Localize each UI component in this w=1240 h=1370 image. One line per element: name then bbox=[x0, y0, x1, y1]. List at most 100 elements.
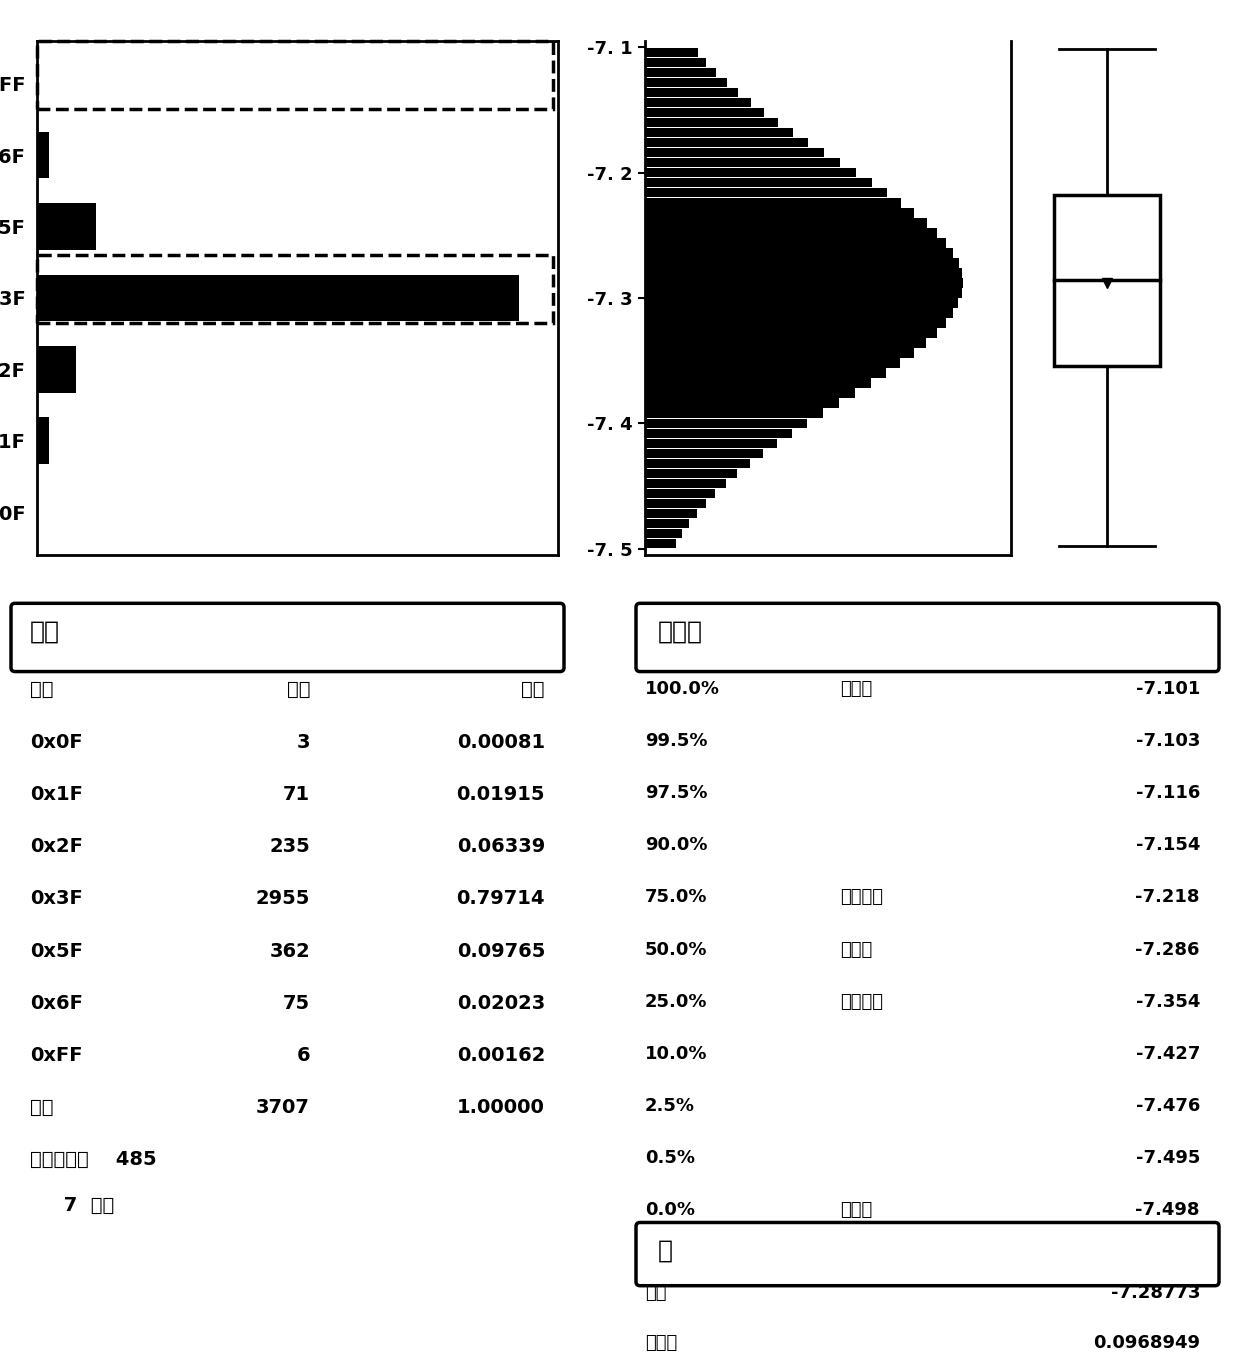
Bar bbox=[645, 499, 706, 508]
Text: -7.101: -7.101 bbox=[1136, 680, 1200, 697]
Bar bbox=[645, 308, 954, 318]
Bar bbox=[645, 288, 962, 297]
Text: 71: 71 bbox=[283, 785, 310, 804]
Text: 0.01915: 0.01915 bbox=[456, 785, 546, 804]
Text: 水平: 水平 bbox=[30, 680, 53, 699]
Bar bbox=[645, 78, 727, 88]
Bar bbox=[645, 429, 792, 438]
Text: 97.5%: 97.5% bbox=[645, 784, 708, 801]
Bar bbox=[645, 127, 794, 137]
Text: -7.154: -7.154 bbox=[1136, 836, 1200, 854]
Text: 100.0%: 100.0% bbox=[645, 680, 720, 697]
Bar bbox=[645, 208, 914, 218]
Text: 0x3F: 0x3F bbox=[30, 889, 83, 908]
Bar bbox=[645, 299, 959, 308]
Bar bbox=[645, 529, 682, 538]
Bar bbox=[37, 255, 553, 323]
Text: 最大值: 最大值 bbox=[839, 680, 872, 697]
Bar bbox=[645, 338, 926, 348]
Bar bbox=[645, 199, 901, 207]
Bar bbox=[645, 218, 926, 227]
Text: 0x1F: 0x1F bbox=[30, 785, 83, 804]
Text: 频数: 频数 bbox=[30, 619, 60, 644]
Bar bbox=[645, 369, 885, 378]
Bar bbox=[645, 97, 750, 107]
Text: 0x2F: 0x2F bbox=[30, 837, 83, 856]
Bar bbox=[645, 459, 750, 469]
FancyBboxPatch shape bbox=[11, 603, 564, 671]
Text: 362: 362 bbox=[269, 941, 310, 960]
Text: 0x0F: 0x0F bbox=[30, 733, 83, 752]
Text: 0.00081: 0.00081 bbox=[456, 733, 546, 752]
Bar bbox=[645, 408, 823, 418]
Bar bbox=[645, 269, 962, 278]
Text: 矩: 矩 bbox=[658, 1238, 673, 1263]
Text: 均值: 均值 bbox=[645, 1284, 667, 1302]
Bar bbox=[645, 448, 763, 458]
Bar bbox=[645, 418, 807, 427]
Text: 四分位数: 四分位数 bbox=[839, 993, 883, 1011]
Bar bbox=[645, 67, 715, 77]
Text: -7.427: -7.427 bbox=[1136, 1045, 1200, 1063]
Bar bbox=[645, 469, 738, 478]
Text: 计数: 计数 bbox=[286, 680, 310, 699]
Text: 50.0%: 50.0% bbox=[645, 940, 708, 959]
Text: 0.09765: 0.09765 bbox=[456, 941, 546, 960]
Text: 3707: 3707 bbox=[257, 1097, 310, 1117]
Text: -7.495: -7.495 bbox=[1136, 1149, 1200, 1167]
Bar bbox=[645, 318, 946, 327]
Bar bbox=[37, 132, 50, 178]
Bar bbox=[645, 519, 689, 529]
FancyBboxPatch shape bbox=[636, 603, 1219, 671]
Bar bbox=[645, 227, 937, 237]
Text: -7.218: -7.218 bbox=[1136, 888, 1200, 907]
Bar bbox=[645, 118, 779, 127]
Text: 25.0%: 25.0% bbox=[645, 993, 708, 1011]
Bar bbox=[645, 538, 676, 548]
Text: 四分位数: 四分位数 bbox=[839, 888, 883, 907]
Bar bbox=[645, 489, 715, 499]
Bar bbox=[645, 58, 707, 67]
Bar bbox=[1054, 196, 1159, 366]
Bar bbox=[645, 48, 698, 58]
Bar bbox=[645, 138, 808, 148]
Text: -7.286: -7.286 bbox=[1136, 940, 1200, 959]
Bar bbox=[645, 359, 900, 369]
Text: 0.79714: 0.79714 bbox=[456, 889, 546, 908]
Text: 分位数: 分位数 bbox=[658, 619, 703, 644]
Text: 6: 6 bbox=[296, 1045, 310, 1064]
Text: 0.5%: 0.5% bbox=[645, 1149, 694, 1167]
Bar bbox=[645, 169, 856, 178]
Text: 合计: 合计 bbox=[30, 1097, 53, 1117]
Text: 7  水平: 7 水平 bbox=[30, 1196, 114, 1215]
Text: 0.0%: 0.0% bbox=[645, 1201, 694, 1219]
FancyBboxPatch shape bbox=[636, 1222, 1219, 1285]
Text: 10.0%: 10.0% bbox=[645, 1045, 708, 1063]
Text: 99.5%: 99.5% bbox=[645, 732, 708, 749]
Text: 0.0968949: 0.0968949 bbox=[1092, 1334, 1200, 1352]
Bar bbox=[645, 88, 738, 97]
Bar bbox=[645, 348, 914, 358]
Text: 75.0%: 75.0% bbox=[645, 888, 708, 907]
Bar bbox=[645, 399, 839, 408]
Text: -7.476: -7.476 bbox=[1136, 1097, 1200, 1115]
Bar bbox=[645, 178, 872, 188]
Text: 235: 235 bbox=[269, 837, 310, 856]
Bar bbox=[645, 158, 841, 167]
Text: 0x5F: 0x5F bbox=[30, 941, 83, 960]
Bar bbox=[37, 347, 76, 393]
Text: 最小值: 最小值 bbox=[839, 1201, 872, 1219]
Bar bbox=[645, 188, 887, 197]
Bar bbox=[37, 275, 520, 321]
Bar bbox=[645, 148, 825, 158]
Text: 0.02023: 0.02023 bbox=[456, 993, 546, 1012]
Bar bbox=[37, 418, 48, 464]
Text: 标准差: 标准差 bbox=[645, 1334, 677, 1352]
Text: 概率: 概率 bbox=[522, 680, 546, 699]
Bar bbox=[645, 378, 870, 388]
Bar bbox=[645, 258, 959, 267]
Bar bbox=[37, 41, 553, 108]
Text: 1.00000: 1.00000 bbox=[458, 1097, 546, 1117]
Bar bbox=[645, 508, 697, 518]
Text: 0.06339: 0.06339 bbox=[456, 837, 546, 856]
